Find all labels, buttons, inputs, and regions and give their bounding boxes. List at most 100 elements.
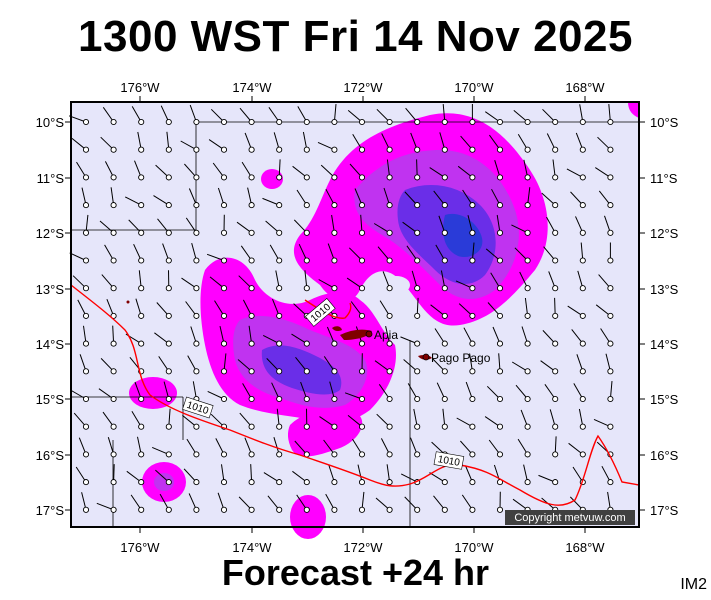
wind-station-icon — [331, 395, 338, 403]
lat-label: 15°S — [650, 392, 679, 407]
wind-station-icon — [165, 118, 172, 126]
copyright-text: Copyright metvuw.com — [514, 512, 625, 524]
wind-station-icon — [165, 229, 172, 236]
wind-station-icon — [441, 118, 448, 126]
lat-label: 17°S — [650, 503, 679, 518]
wind-station-icon — [358, 451, 366, 458]
wind-station-icon — [303, 368, 310, 375]
wind-station-icon — [220, 174, 228, 181]
wind-station-icon — [386, 202, 393, 209]
wind-station-icon — [138, 340, 145, 347]
wind-station-icon — [386, 257, 393, 264]
wind-station-icon — [303, 174, 310, 181]
wind-station-icon — [552, 257, 559, 264]
wind-station-icon — [331, 257, 338, 264]
wind-station-icon — [248, 451, 255, 458]
wind-station-icon — [303, 202, 310, 209]
wind-station-icon — [220, 312, 228, 319]
wind-station-icon — [414, 312, 421, 319]
wind-station-icon — [386, 506, 393, 513]
wind-station-icon — [552, 146, 559, 153]
wind-station-icon — [248, 118, 255, 126]
wind-station-icon — [386, 312, 393, 319]
wind-station-icon — [193, 174, 200, 181]
wind-station-icon — [469, 285, 476, 292]
wind-station-icon — [524, 285, 531, 292]
wind-station-icon — [414, 368, 421, 375]
wind-station-icon — [469, 202, 476, 209]
wind-station-icon — [193, 340, 200, 347]
wind-station-icon — [524, 118, 531, 126]
lat-label: 11°S — [650, 171, 678, 186]
wind-station-icon — [579, 340, 586, 347]
wind-station-icon — [82, 395, 90, 403]
wind-station-icon — [441, 423, 448, 430]
wind-station-icon — [331, 423, 338, 430]
wind-station-icon — [552, 202, 559, 209]
wind-station-icon — [496, 423, 504, 430]
wind-station-icon — [165, 479, 172, 486]
wind-station-icon — [469, 423, 476, 430]
wind-station-icon — [579, 368, 586, 375]
wind-station-icon — [248, 174, 255, 181]
axis-ticks — [65, 96, 645, 533]
lon-label: 172°W — [343, 80, 383, 95]
wind-station-icon — [82, 479, 90, 486]
wind-station-icon — [496, 340, 504, 347]
wind-station-icon — [138, 174, 145, 181]
wind-station-icon — [524, 146, 531, 153]
wind-station-icon — [607, 395, 614, 403]
wind-station-icon — [276, 285, 283, 292]
wind-station-icon — [331, 451, 338, 458]
wind-station-icon — [110, 506, 117, 513]
wind-station-icon — [138, 146, 145, 153]
wind-station-icon — [358, 257, 366, 264]
wind-station-icon — [358, 479, 366, 486]
wind-station-icon — [552, 118, 559, 126]
wind-station-icon — [220, 395, 228, 403]
wind-station-icon — [414, 451, 421, 458]
wind-station-icon — [220, 146, 228, 153]
wind-station-icon — [386, 423, 393, 430]
wind-station-icon — [303, 229, 310, 236]
wind-station-icon — [469, 340, 476, 347]
wind-station-icon — [524, 368, 531, 375]
wind-station-icon — [165, 423, 172, 430]
wind-station-icon — [358, 312, 366, 319]
wind-station-icon — [469, 479, 476, 486]
wind-station-icon — [358, 202, 366, 209]
wind-station-icon — [552, 285, 559, 292]
wind-station-icon — [248, 257, 255, 264]
wind-station-icon — [414, 423, 421, 430]
lat-label: 16°S — [36, 448, 65, 463]
wind-station-icon — [386, 229, 393, 236]
wind-station-icon — [469, 506, 476, 513]
lat-label: 14°S — [36, 337, 65, 352]
wind-barbs — [68, 104, 614, 513]
wind-station-icon — [496, 312, 504, 319]
wind-station-icon — [607, 340, 614, 347]
lat-label: 13°S — [36, 282, 65, 297]
wind-station-icon — [303, 146, 310, 153]
wind-station-icon — [441, 340, 448, 347]
wind-station-icon — [469, 451, 476, 458]
wind-station-icon — [331, 368, 338, 375]
wind-station-icon — [165, 368, 172, 375]
wind-station-icon — [138, 506, 145, 513]
wind-station-icon — [248, 285, 255, 292]
wind-station-icon — [469, 257, 476, 264]
wind-station-icon — [138, 118, 145, 126]
wind-station-icon — [303, 506, 310, 513]
wind-station-icon — [220, 257, 228, 264]
map-code: IM2 — [680, 576, 707, 593]
forecast-label: Forecast +24 hr — [221, 552, 490, 593]
wind-station-icon — [441, 285, 448, 292]
wind-station-icon — [193, 506, 200, 513]
wind-station-icon — [82, 285, 90, 292]
wind-station-icon — [552, 423, 559, 430]
wind-station-icon — [110, 312, 117, 319]
lon-label: 174°W — [232, 80, 272, 95]
wind-station-icon — [579, 146, 586, 153]
wind-station-icon — [524, 257, 531, 264]
